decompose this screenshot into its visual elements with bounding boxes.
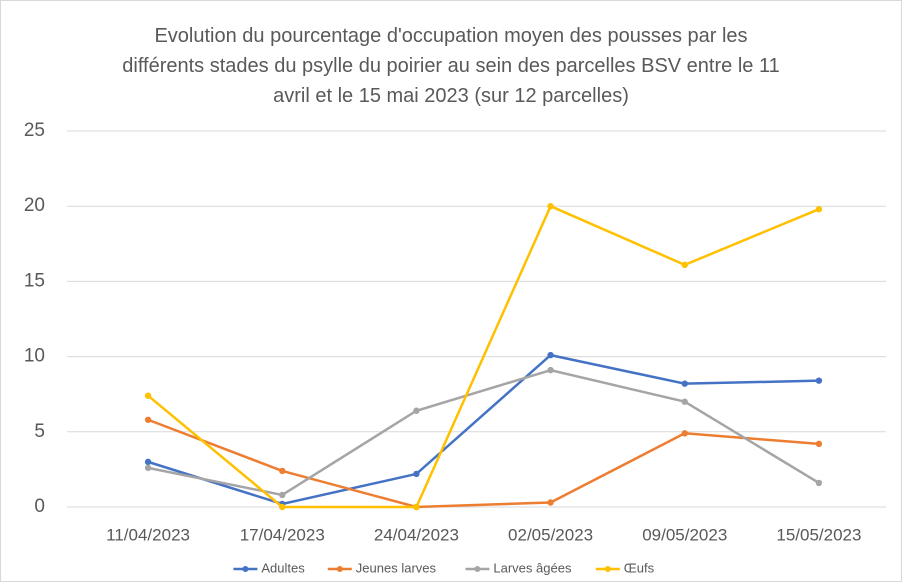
data-point bbox=[547, 351, 554, 359]
chart-title: Evolution du pourcentage d'occupation mo… bbox=[122, 25, 780, 107]
legend-label: Larves âgées bbox=[493, 560, 572, 575]
data-point bbox=[279, 467, 286, 475]
series-line bbox=[147, 204, 820, 509]
y-tick-label: 20 bbox=[24, 195, 45, 216]
y-tick-label: 25 bbox=[24, 120, 45, 141]
legend-label: Adultes bbox=[261, 560, 305, 575]
legend-swatch-dot bbox=[604, 566, 611, 572]
data-point bbox=[144, 458, 152, 466]
x-tick-label: 09/05/2023 bbox=[642, 525, 727, 544]
series-line bbox=[147, 353, 819, 506]
legend-label: Œufs bbox=[624, 560, 655, 575]
series-line bbox=[147, 418, 820, 509]
y-tick-label: 15 bbox=[24, 270, 45, 291]
legend-swatch-dot bbox=[474, 566, 481, 572]
x-tick-label: 02/05/2023 bbox=[508, 525, 593, 544]
series-line bbox=[147, 368, 820, 497]
data-point bbox=[815, 479, 823, 487]
y-tick-label: 5 bbox=[34, 421, 45, 442]
data-point bbox=[413, 470, 420, 478]
data-point bbox=[815, 377, 823, 384]
data-point bbox=[681, 430, 688, 437]
x-tick-label: 24/04/2023 bbox=[374, 525, 459, 544]
legend-swatch-dot bbox=[336, 566, 343, 572]
legend-swatch-dot bbox=[242, 566, 249, 572]
data-point bbox=[681, 398, 688, 405]
data-point bbox=[681, 380, 688, 387]
data-point bbox=[144, 464, 152, 472]
x-tick-label: 15/05/2023 bbox=[776, 525, 861, 544]
data-point bbox=[681, 261, 688, 269]
data-point bbox=[413, 503, 420, 511]
data-point bbox=[413, 407, 420, 414]
data-point bbox=[547, 366, 554, 374]
data-point bbox=[547, 203, 554, 210]
data-point bbox=[279, 503, 286, 511]
data-point bbox=[144, 416, 152, 423]
data-point bbox=[815, 206, 823, 213]
legend-label: Jeunes larves bbox=[356, 560, 437, 575]
data-point bbox=[279, 491, 286, 499]
x-tick-label: 11/04/2023 bbox=[106, 525, 190, 544]
y-tick-label: 0 bbox=[34, 496, 45, 517]
y-tick-label: 10 bbox=[24, 346, 45, 367]
x-tick-label: 17/04/2023 bbox=[240, 525, 325, 544]
data-point bbox=[547, 499, 554, 506]
data-point bbox=[815, 440, 823, 448]
data-point bbox=[144, 392, 152, 399]
